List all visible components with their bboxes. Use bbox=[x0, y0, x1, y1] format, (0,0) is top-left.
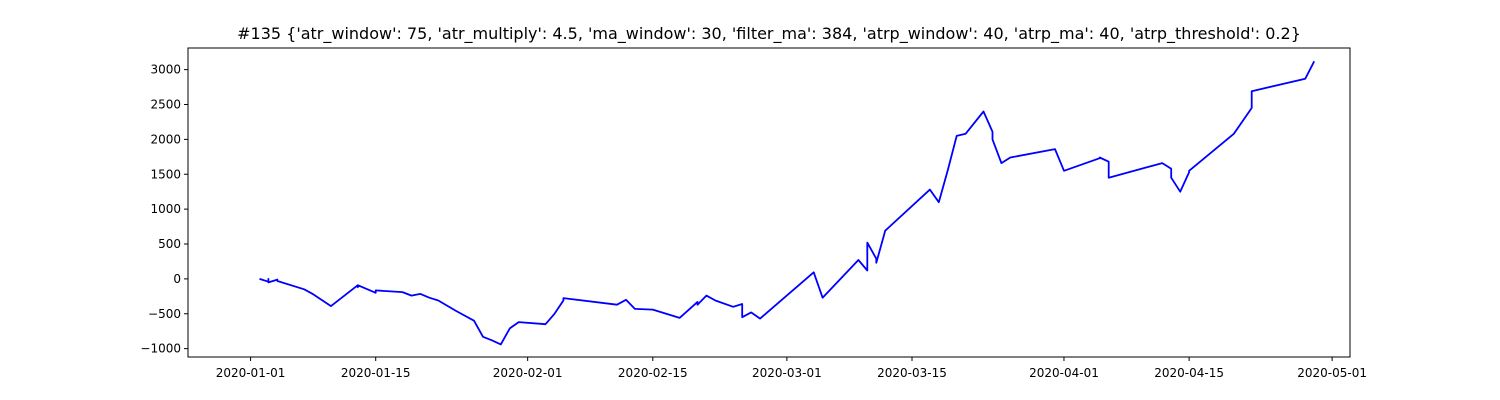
y-tick-label: 2000 bbox=[150, 132, 181, 146]
chart-title: #135 {'atr_window': 75, 'atr_multiply': … bbox=[237, 24, 1301, 44]
y-tick-label: 1000 bbox=[150, 202, 181, 216]
y-tick-label: 3000 bbox=[150, 63, 181, 77]
x-tick-label: 2020-01-15 bbox=[341, 366, 411, 380]
x-axis: 2020-01-01 2020-01-15 2020-02-01 2020-02-15… bbox=[216, 357, 1367, 380]
x-tick-label: 2020-03-15 bbox=[877, 366, 947, 380]
plot-frame bbox=[187, 47, 1351, 358]
y-tick-label: −1000 bbox=[140, 342, 181, 356]
x-tick-label: 2020-04-01 bbox=[1029, 366, 1099, 380]
y-axis: −1000 −500 0 500 1000 1500 2000 2500 3000 bbox=[140, 63, 188, 356]
y-tick-label: 2500 bbox=[150, 97, 181, 111]
x-tick-label: 2020-05-01 bbox=[1297, 366, 1367, 380]
x-tick-label: 2020-01-01 bbox=[216, 366, 286, 380]
y-tick-label: −500 bbox=[148, 307, 181, 321]
x-tick-label: 2020-03-01 bbox=[752, 366, 822, 380]
y-tick-label: 1500 bbox=[150, 167, 181, 181]
x-tick-label: 2020-02-15 bbox=[618, 366, 688, 380]
x-tick-label: 2020-04-15 bbox=[1154, 366, 1224, 380]
x-tick-label: 2020-02-01 bbox=[493, 366, 563, 380]
equity-line bbox=[259, 60, 1316, 346]
y-tick-label: 0 bbox=[173, 272, 181, 286]
y-tick-label: 500 bbox=[158, 237, 181, 251]
